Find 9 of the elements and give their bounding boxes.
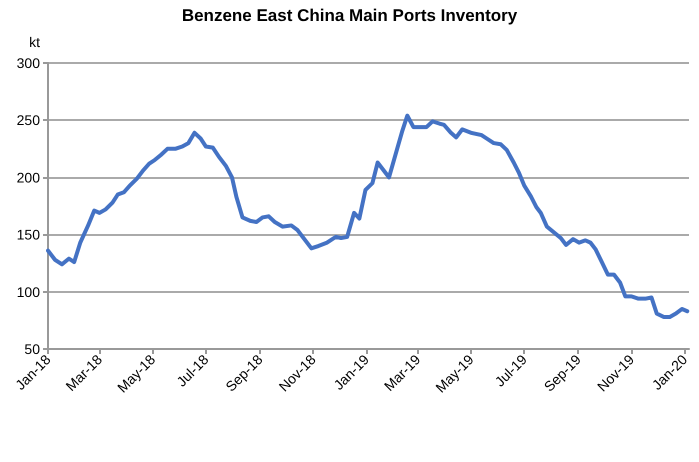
line-series [46, 114, 690, 319]
y-tick-label: 100 [16, 284, 40, 300]
y-tick-label: 250 [16, 112, 40, 128]
y-tick-label: 200 [16, 169, 40, 186]
y-axis-title: kt [29, 34, 40, 50]
y-tick-label: 50 [24, 341, 40, 357]
chart-title: Benzene East China Main Ports Inventory [182, 6, 518, 25]
y-tick-label: 150 [16, 226, 40, 243]
y-tick-label: 300 [16, 55, 40, 71]
